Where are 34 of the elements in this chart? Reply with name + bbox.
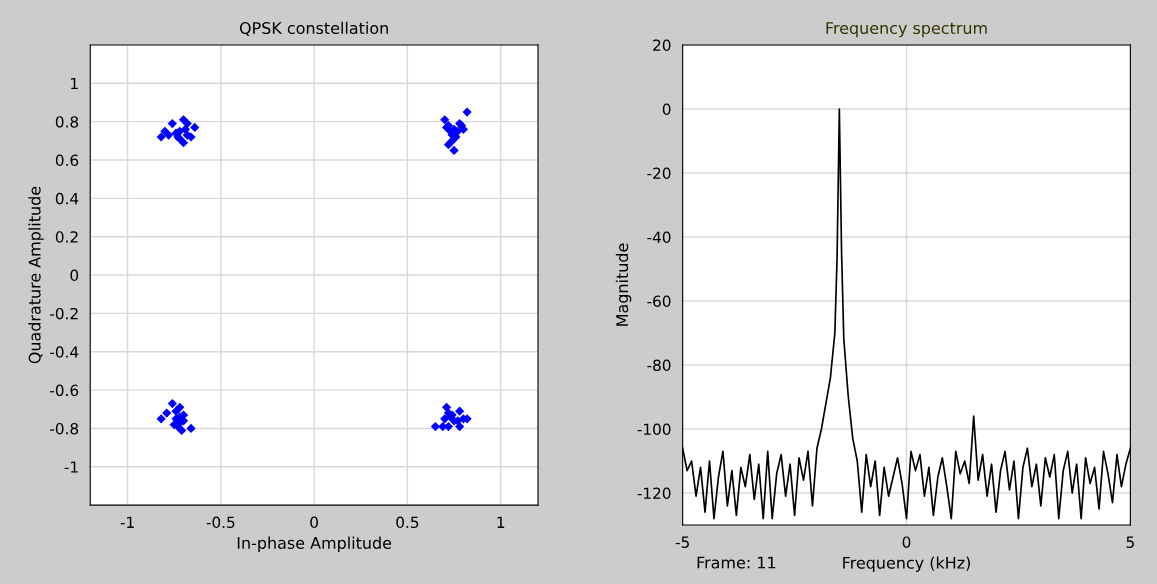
y-tick-label: -0.4 — [50, 346, 79, 358]
y-tick-label: 1 — [71, 77, 78, 90]
x-tick-label: 0 — [310, 516, 318, 529]
chart-title: QPSK constellation — [239, 21, 388, 36]
y-tick-label: 0 — [662, 103, 671, 115]
chart-title: Frequency spectrum — [826, 22, 987, 38]
x-tick-label: 1 — [497, 516, 505, 528]
y-tick-label: -0.6 — [50, 384, 79, 397]
y-tick-label: -120 — [637, 487, 671, 500]
y-tick-label: -40 — [647, 231, 671, 244]
y-tick-label: 0.2 — [55, 231, 78, 243]
x-axis-title: Frequency (kHz) — [843, 556, 970, 572]
y-tick-label: 0 — [70, 269, 79, 282]
y-tick-label: -1 — [64, 461, 78, 473]
y-tick-label: -0.8 — [50, 422, 79, 435]
y-tick-label: -20 — [647, 167, 671, 179]
x-tick-label: 0.5 — [396, 516, 419, 529]
x-tick-label: -0.5 — [206, 516, 235, 529]
y-tick-label: -100 — [637, 423, 671, 436]
x-tick-label: -1 — [120, 516, 134, 528]
y-tick-label: -0.2 — [50, 307, 78, 320]
x-tick-label: 0 — [902, 536, 911, 548]
y-tick-label: -80 — [647, 359, 671, 372]
x-axis-title: In-phase Amplitude — [237, 536, 392, 553]
text: Frame: 11 — [697, 556, 776, 569]
y-tick-label: 0.8 — [55, 116, 79, 128]
y-tick-label: 0.4 — [55, 192, 79, 205]
y-tick-label: -60 — [647, 295, 671, 308]
y-tick-label: 0.6 — [55, 154, 79, 167]
y-axis-title: Quadrature Amplitude — [28, 186, 44, 364]
y-tick-label: 20 — [653, 39, 671, 51]
x-tick-label: -5 — [675, 536, 689, 548]
x-tick-label: 5 — [1126, 536, 1134, 548]
y-axis-title: Magnitude — [615, 243, 632, 326]
